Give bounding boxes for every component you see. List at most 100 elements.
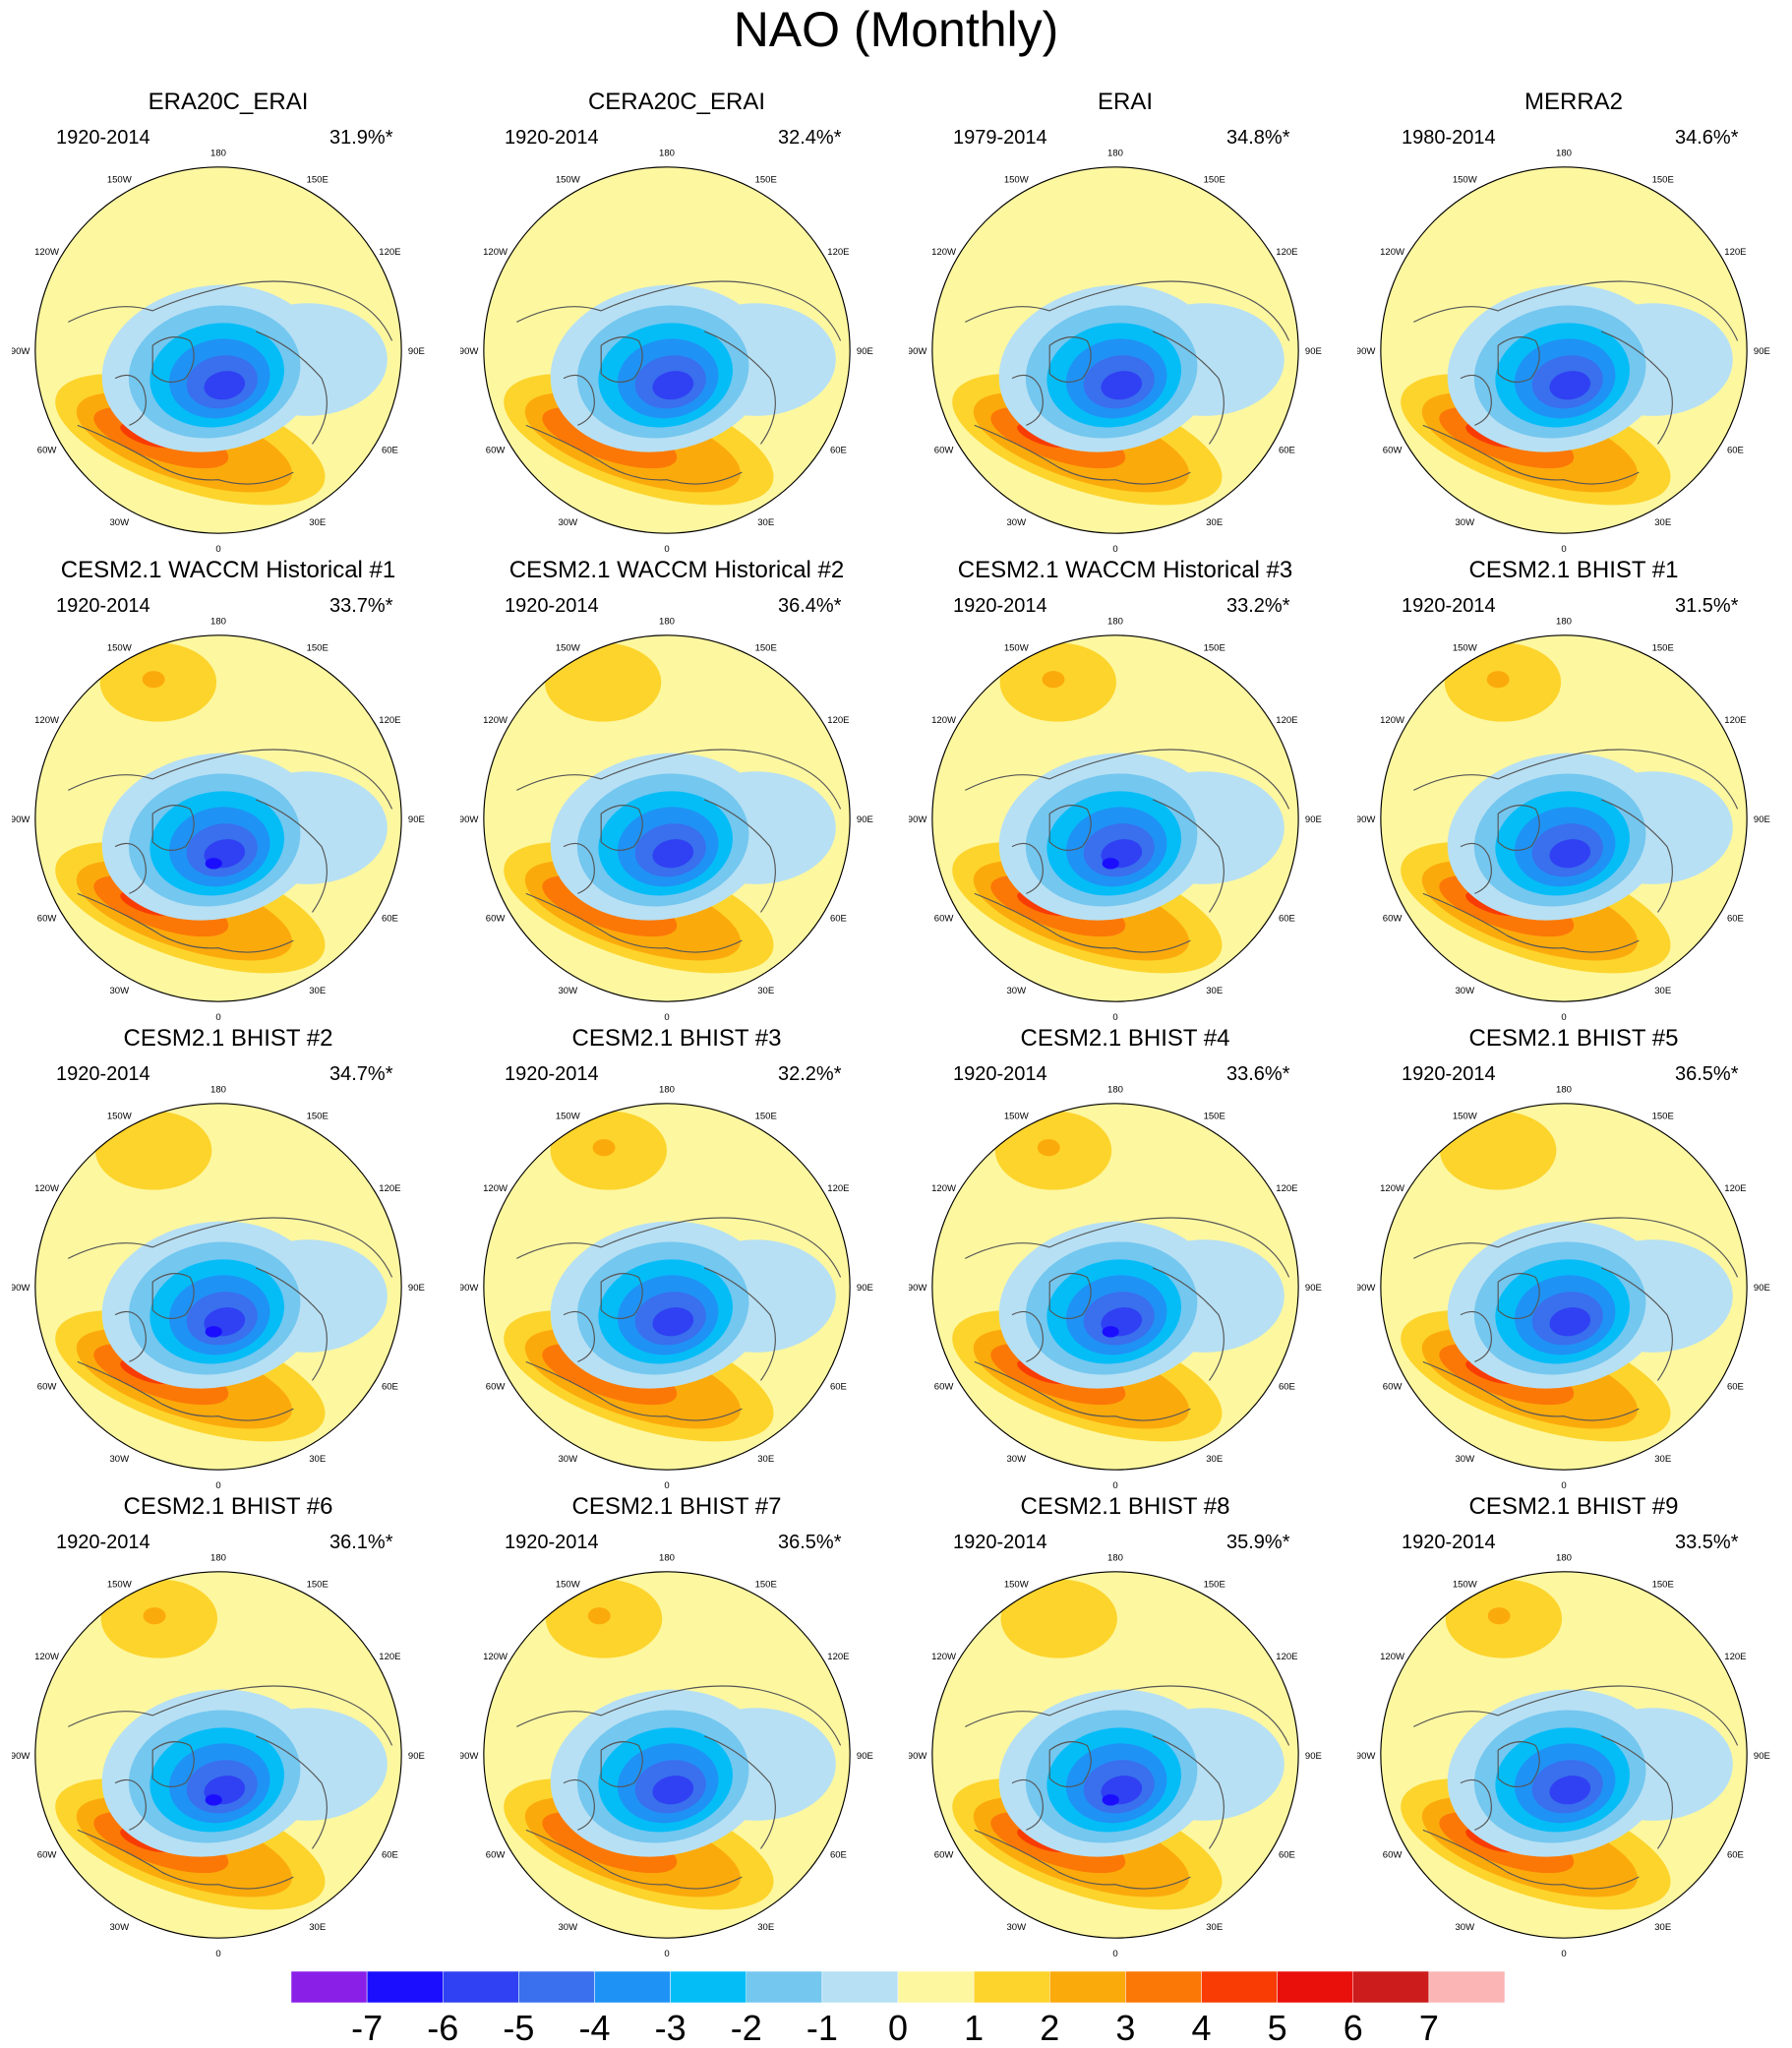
map-border [1380, 1103, 1748, 1471]
longitude-label: 150E [1652, 642, 1674, 653]
longitude-label: 120W [931, 1183, 956, 1194]
longitude-label: 90E [857, 346, 873, 357]
longitude-label: 150E [1204, 1111, 1225, 1121]
coastline [68, 280, 393, 341]
coastline [703, 331, 776, 445]
longitude-label: 180 [210, 616, 226, 627]
longitude-label: 60E [830, 914, 847, 925]
map-panel: CESM2.1 BHIST #8 1920-2014 35.9%* 180 150E 12… [909, 1483, 1332, 1959]
longitude-label: 90W [909, 1283, 926, 1294]
longitude-label: 30E [309, 1922, 326, 1933]
longitude-label: 180 [210, 148, 226, 158]
panel-period: 1920-2014 [56, 595, 150, 617]
longitude-label: 30W [1455, 1454, 1474, 1465]
map-panel: CESM2.1 BHIST #5 1920-2014 36.5%* 180 150E 12… [1357, 1015, 1780, 1491]
longitude-label: 180 [1556, 616, 1572, 627]
contour-negative [1549, 839, 1591, 869]
panel-title: CESM2.1 BHIST #7 [571, 1493, 782, 1520]
polar-map: 180 150E 120E 90E 60E 30E 0 30W 60W 90W 120W 150W [12, 1084, 425, 1491]
longitude-label: 60E [382, 1382, 398, 1393]
colorbar-swatch [291, 1971, 368, 2004]
longitude-label: 60W [486, 1382, 506, 1393]
longitude-label: 30E [757, 1922, 774, 1933]
polar-map: 180 150E 120E 90E 60E 30E 0 30W 60W 90W 120W 150W [12, 148, 425, 555]
longitude-label: 180 [1107, 1552, 1123, 1563]
longitude-label: 0 [1112, 1480, 1117, 1491]
contour-negative [1102, 1794, 1119, 1806]
longitude-label: 120E [1276, 1183, 1297, 1194]
map-panel: ERA20C_ERAI 1920-2014 31.9%* 180 150E 120E 90E… [12, 79, 435, 555]
longitude-label: 120W [1380, 1652, 1404, 1662]
longitude-label: 90W [460, 346, 478, 357]
panel-period: 1920-2014 [56, 1532, 150, 1553]
longitude-label: 150E [307, 174, 329, 185]
map-panel: CESM2.1 BHIST #9 1920-2014 33.5%* 180 150E 12… [1357, 1483, 1780, 1959]
longitude-label: 0 [215, 544, 220, 555]
colorbar-tick-label: 2 [1040, 2008, 1059, 2045]
map-panel: CESM2.1 BHIST #1 1920-2014 31.5%* 180 150E 12… [1357, 547, 1780, 1023]
polar-map: 180 150E 120E 90E 60E 30E 0 30W 60W 90W 120W 150W [12, 616, 425, 1023]
longitude-label: 30E [309, 1454, 326, 1465]
panel-variance: 33.7%* [329, 595, 393, 617]
coastline [114, 1778, 147, 1831]
longitude-label: 90E [408, 1751, 425, 1762]
polar-map: 180 150E 120E 90E 60E 30E 0 30W 60W 90W 120W 150W [12, 1552, 425, 1959]
contour-negative [652, 1776, 694, 1805]
longitude-label: 90W [1357, 346, 1375, 357]
colorbar-tick-label: 7 [1419, 2008, 1439, 2045]
colorbar-swatch [1428, 1971, 1505, 2004]
longitude-label: 150E [755, 642, 777, 653]
panel-period: 1920-2014 [505, 1532, 599, 1553]
coastline [1152, 331, 1225, 445]
longitude-label: 180 [1556, 1084, 1572, 1095]
longitude-label: 120W [34, 247, 59, 258]
longitude-label: 0 [1112, 1012, 1117, 1023]
longitude-label: 120E [1276, 247, 1297, 258]
longitude-label: 150E [755, 1111, 777, 1121]
polar-map: 180 150E 120E 90E 60E 30E 0 30W 60W 90W 120W 150W [909, 1084, 1322, 1491]
panel-variance: 34.6%* [1675, 127, 1739, 149]
panel-variance: 36.5%* [1675, 1063, 1739, 1085]
map-panel: CESM2.1 WACCM Historical #2 1920-2014 36.4… [460, 547, 883, 1023]
longitude-label: 60W [934, 446, 954, 456]
coastline [114, 842, 147, 894]
longitude-label: 30W [1006, 986, 1026, 996]
coastline [1152, 1735, 1225, 1849]
longitude-label: 0 [215, 1012, 220, 1023]
contour-positive [1487, 1607, 1511, 1625]
colorbar-tick-label: 0 [888, 2008, 908, 2045]
panel-variance: 36.1%* [329, 1532, 393, 1553]
longitude-label: 90E [1305, 1283, 1322, 1294]
contour-positive [1486, 671, 1510, 689]
polar-map: 180 150E 120E 90E 60E 30E 0 30W 60W 90W 120W 150W [1357, 616, 1770, 1023]
longitude-label: 90E [1305, 1751, 1322, 1762]
panel-title: CESM2.1 WACCM Historical #2 [508, 557, 845, 583]
longitude-label: 90W [909, 814, 926, 825]
longitude-label: 30W [558, 1922, 577, 1933]
coastline [1048, 805, 1092, 852]
longitude-label: 30W [1006, 1922, 1026, 1933]
panel-variance: 36.5%* [778, 1532, 842, 1553]
coastline [1413, 749, 1739, 810]
panel-title: CESM2.1 BHIST #6 [123, 1493, 333, 1520]
coastline [600, 805, 643, 852]
coastline [77, 892, 294, 953]
map-panel: CESM2.1 BHIST #2 1920-2014 34.7%* 180 150E 12… [12, 1015, 435, 1491]
longitude-label: 150W [556, 1111, 580, 1121]
longitude-label: 30W [109, 986, 129, 996]
longitude-label: 120E [1276, 1652, 1297, 1662]
longitude-label: 60W [934, 1850, 954, 1861]
colorbar-swatch [1352, 1971, 1430, 2004]
panel-title: CESM2.1 BHIST #5 [1468, 1025, 1679, 1052]
longitude-label: 30E [1206, 1922, 1223, 1933]
longitude-label: 60E [830, 1850, 847, 1861]
polar-map: 180 150E 120E 90E 60E 30E 0 30W 60W 90W 120W 150W [1357, 148, 1770, 555]
longitude-label: 120W [1380, 715, 1404, 726]
coastline [1600, 1735, 1673, 1849]
longitude-label: 180 [659, 616, 675, 627]
longitude-label: 150E [1652, 174, 1674, 185]
coastline [1048, 336, 1092, 384]
map-panel: CESM2.1 WACCM Historical #3 1920-2014 33.2… [909, 547, 1332, 1023]
colorbar-swatch [670, 1971, 747, 2004]
contour-negative [652, 839, 694, 869]
